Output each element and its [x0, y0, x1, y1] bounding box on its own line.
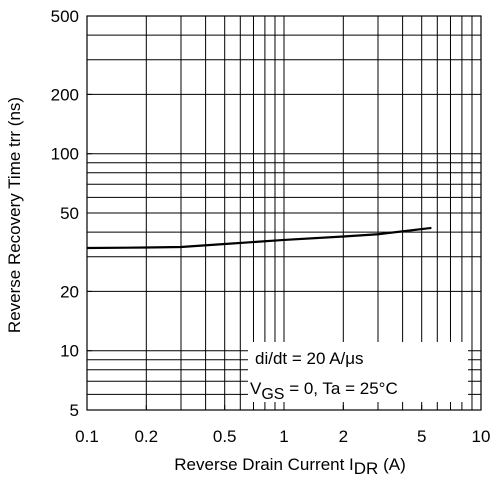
y-tick-label: 500 — [51, 7, 79, 26]
y-axis-label: Reverse Recovery Time trr (ns) — [5, 97, 24, 333]
x-label-unit: (A) — [378, 455, 405, 474]
annotation-part: = 0, Ta = 25°C — [284, 379, 397, 398]
marks — [86, 226, 432, 250]
annotation: VGS = 0, Ta = 25°C — [250, 379, 398, 403]
x-label-sub: DR — [354, 459, 379, 478]
annotation-part: V — [250, 379, 262, 398]
x-tick-label: 0.5 — [213, 427, 237, 446]
y-tick-label: 5 — [70, 401, 79, 420]
x-tick-label: 0.2 — [134, 427, 158, 446]
x-tick-label: 5 — [417, 427, 426, 446]
y-tick-label: 200 — [51, 85, 79, 104]
x-tick-label: 1 — [279, 427, 288, 446]
x-tick-label: 10 — [472, 427, 491, 446]
x-tick-label: 2 — [339, 427, 348, 446]
annotation: di/dt = 20 A/μs — [255, 349, 364, 368]
annotation-sub: GS — [261, 386, 284, 403]
curve — [86, 226, 432, 250]
x-axis-label: Reverse Drain Current IDR (A) — [174, 455, 405, 478]
y-tick-label: 20 — [60, 282, 79, 301]
y-tick-label: 100 — [51, 145, 79, 164]
x-label-main: Reverse Drain Current I — [174, 455, 354, 474]
y-tick-label: 50 — [60, 204, 79, 223]
annotation-box — [248, 342, 468, 402]
y-tick-label: 10 — [60, 342, 79, 361]
x-tick-label: 0.1 — [75, 427, 99, 446]
